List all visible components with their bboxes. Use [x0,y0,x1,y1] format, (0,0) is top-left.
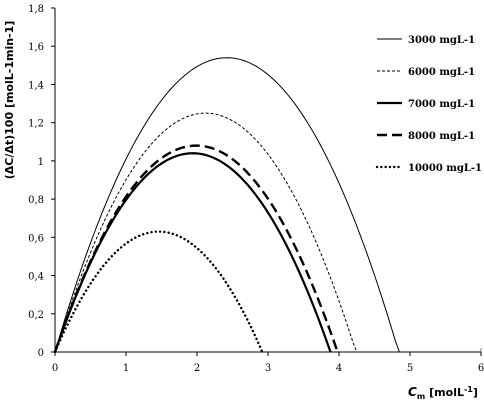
legend: 3000 mgL-1 6000 mgL-1 7000 mgL-1 8000 mgL-1… [375,35,482,174]
legend-label: 8000 mgL-1 [408,131,475,142]
y-tick-label: 0,4 [28,272,44,283]
x-tick-label: 0 [52,363,58,374]
x-tick-label: 4 [336,363,342,374]
y-tick-label: 0,2 [28,310,44,321]
legend-label: 10000 mgL-1 [408,163,482,174]
x-tick-label: 3 [265,363,271,374]
series-line [54,112,358,353]
legend-label: 3000 mgL-1 [408,35,475,46]
legend-label: 7000 mgL-1 [408,99,475,110]
x-tick-label: 6 [478,363,484,374]
x-axis-unit-exp: -1 [464,385,473,394]
axes [54,8,482,353]
series-line [53,144,339,353]
x-axis-var: C [408,385,417,399]
x-tick-label: 2 [194,363,200,374]
series-group [53,57,400,354]
y-tick-label: 0 [38,348,44,359]
x-tick-label: 5 [407,363,413,374]
x-tick-label: 1 [123,363,129,374]
x-axis-var-sub: m [417,392,425,401]
x-axis-title: Cm [molL-1] [408,385,478,401]
y-tick-label: 0,6 [28,233,44,244]
y-tick-label: 0,8 [28,195,44,206]
y-tick-label: 1,2 [28,119,44,130]
legend-label: 6000 mgL-1 [408,67,475,78]
x-tick-group: 0 1 2 3 4 5 6 [52,352,484,374]
y-tick-label: 1,6 [28,42,44,53]
series-line [54,57,400,353]
y-tick-label: 1 [38,157,44,168]
y-tick-group: 0 0,2 0,4 0,6 0,8 1 1,2 1,4 1,6 1,8 [28,4,55,359]
x-axis-unit: [molL [429,386,464,399]
y-tick-label: 1,4 [28,80,44,91]
y-tick-label: 1,8 [28,4,44,15]
series-line [53,230,264,354]
series-line [53,152,332,353]
x-axis-unit-close: ] [473,386,478,399]
y-axis-title: (ΔC/Δt)100 [molL-1min-1] [3,21,16,180]
